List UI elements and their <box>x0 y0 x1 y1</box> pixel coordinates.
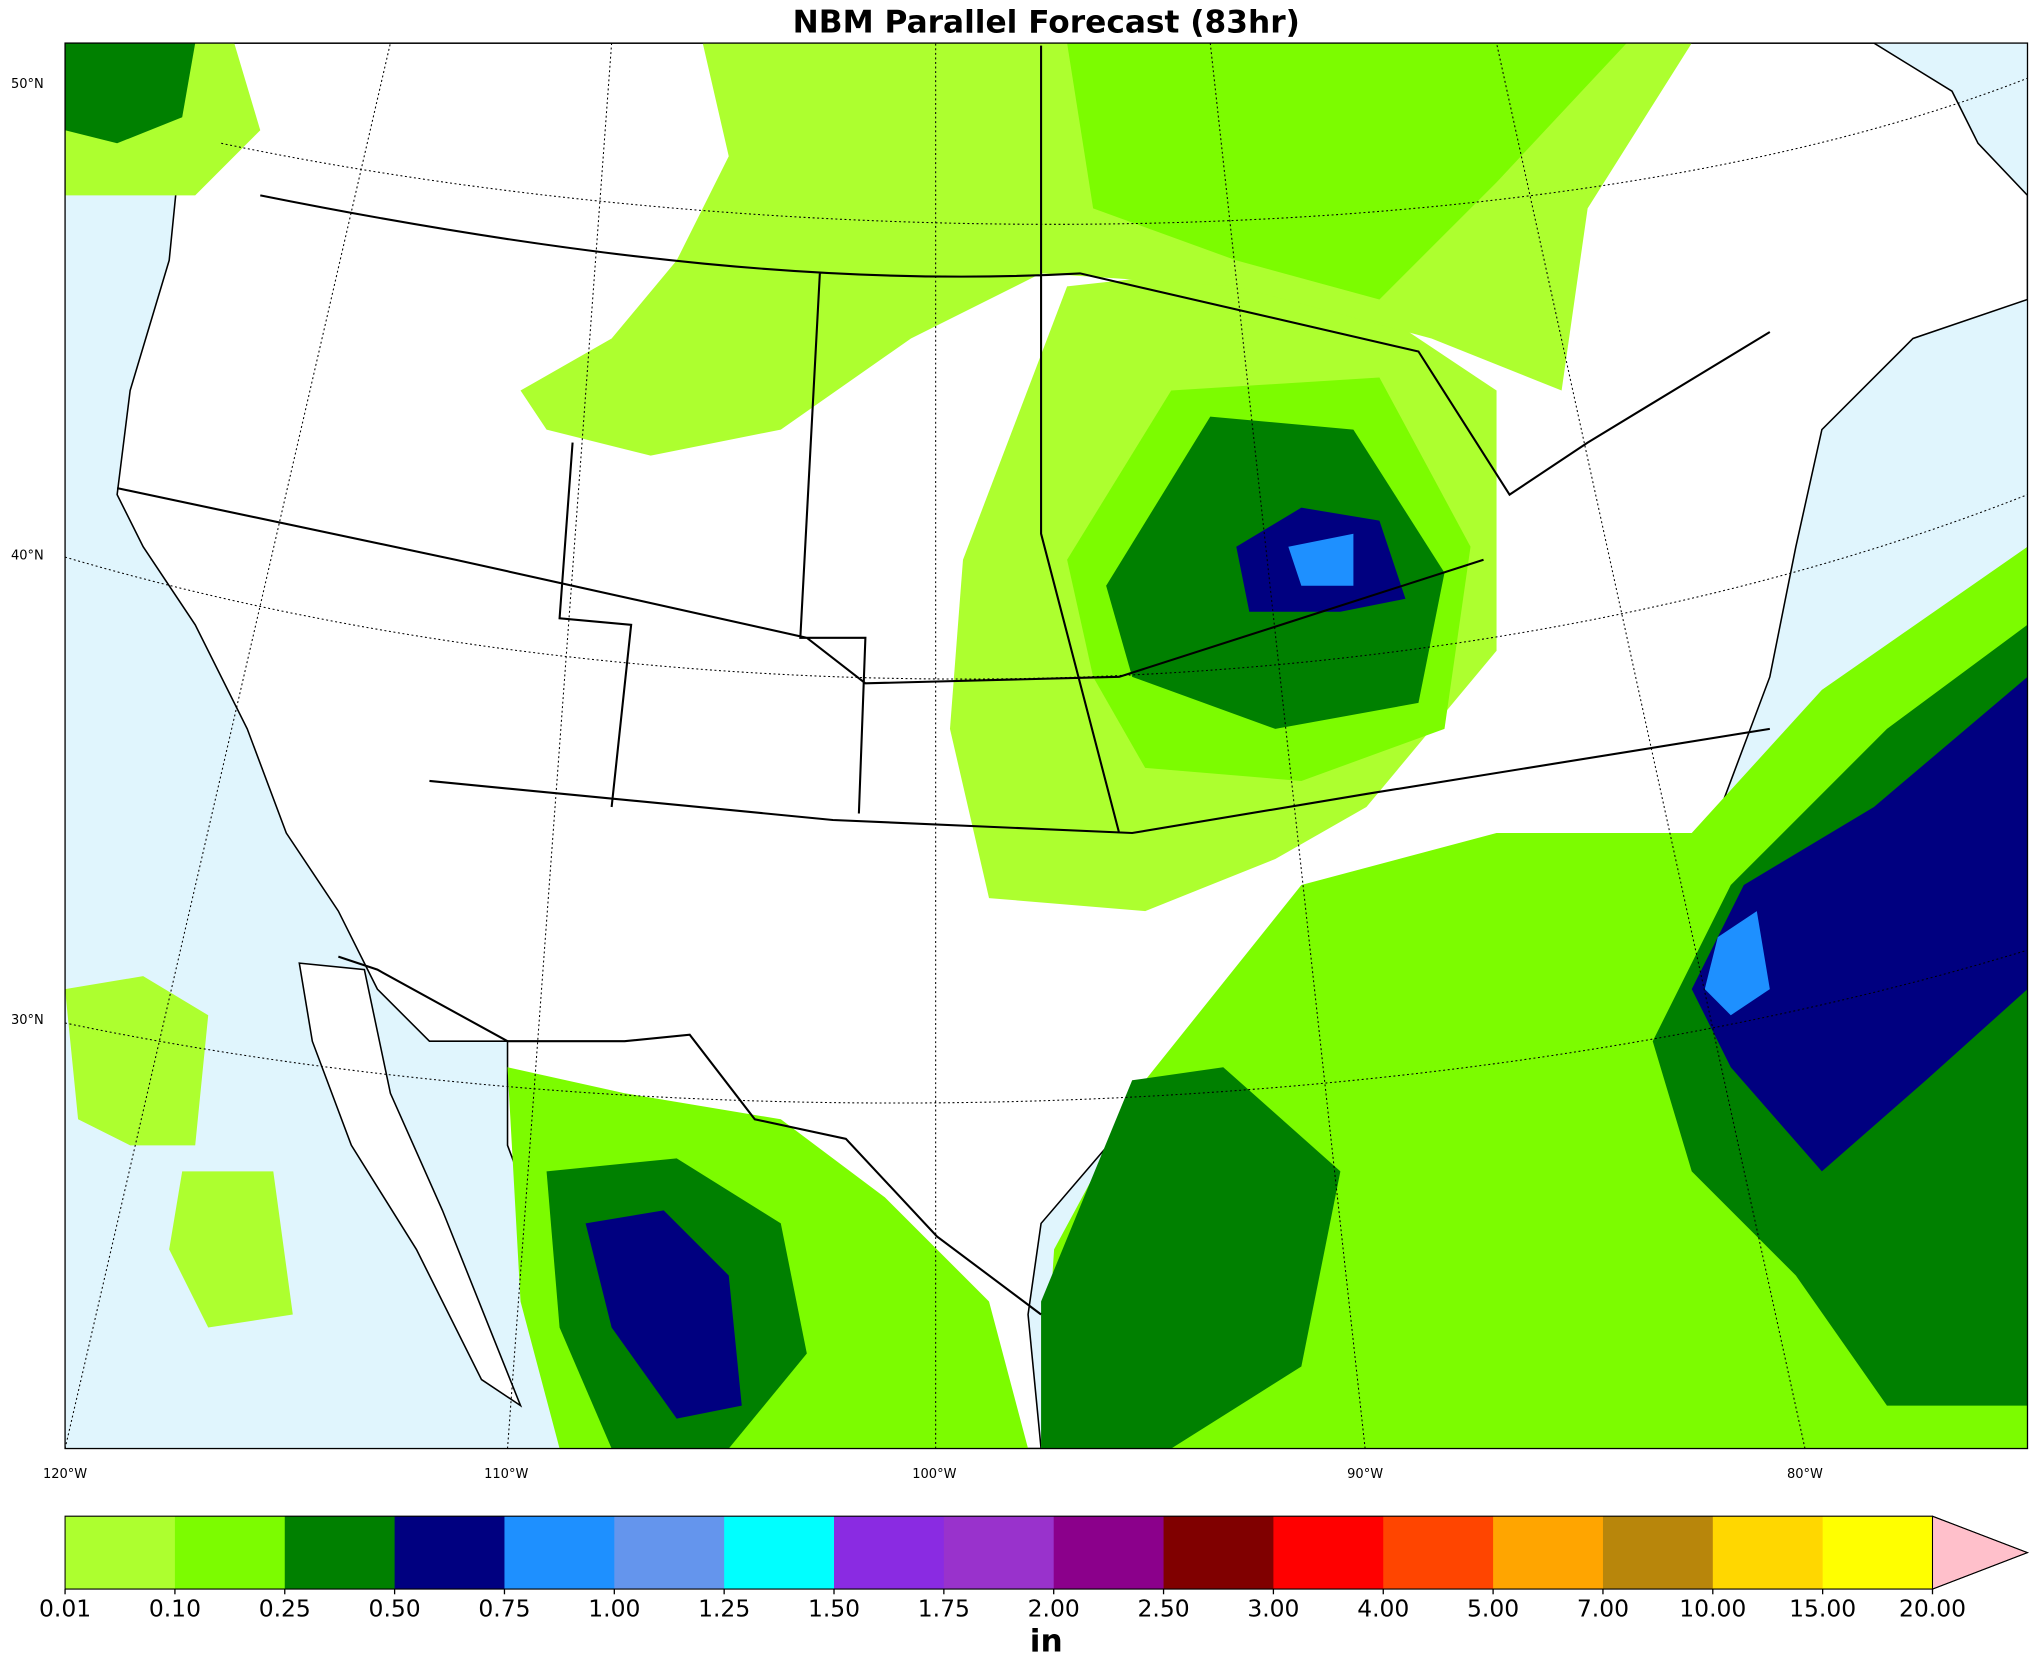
borders <box>116 45 1771 1316</box>
colorbar-tick-label: 3.00 <box>1247 1594 1299 1622</box>
colorbar-segment <box>65 1516 176 1590</box>
colorbar-tick-label: 2.50 <box>1137 1594 1189 1622</box>
colorbar-tick-label: 1.25 <box>698 1594 750 1622</box>
colorbar-tick-label: 10.00 <box>1679 1594 1746 1622</box>
colorbar-segment <box>1383 1516 1494 1590</box>
colorbar-tick-label: 0.01 <box>39 1594 91 1622</box>
lat-label: 30°N <box>11 1013 44 1028</box>
colorbar-outline <box>64 1515 2029 1590</box>
colorbar-tick-label: 0.25 <box>259 1594 311 1622</box>
colorbar-segment <box>1273 1516 1384 1590</box>
colorbar-segment <box>724 1516 835 1590</box>
precip-mexico-heavy <box>585 1210 742 1419</box>
colorbar-segment <box>284 1516 396 1590</box>
precip-midwest-max <box>1288 533 1354 586</box>
colorbar-segment <box>1712 1516 1824 1590</box>
lon-label: 80°W <box>1787 1467 1823 1482</box>
precip-atlantic-max <box>1704 911 1770 1016</box>
lat-label: 50°N <box>11 77 44 92</box>
colorbar-segment <box>614 1516 725 1590</box>
colorbar-segment <box>1163 1516 1275 1590</box>
colorbar-segment <box>1602 1516 1714 1590</box>
lon-label: 120°W <box>43 1467 87 1482</box>
colorbar-tick-label: 1.75 <box>918 1594 970 1622</box>
colorbar-segment <box>1053 1516 1165 1590</box>
lon-labels: 120°W 110°W 100°W 90°W 80°W <box>43 1467 1823 1482</box>
precip-gulf-core <box>1041 1067 1341 1449</box>
colorbar-tick-label: 5.00 <box>1467 1594 1519 1622</box>
map <box>65 43 2028 1449</box>
colorbar-segment <box>834 1516 945 1590</box>
precip-pacific <box>65 43 293 1328</box>
precip-pacific-core <box>65 43 196 144</box>
baja <box>298 962 523 1408</box>
lon-label: 100°W <box>912 1467 956 1482</box>
colorbar-tick-label: 0.50 <box>369 1594 421 1622</box>
colorbar-extend <box>1931 1515 2029 1590</box>
lon-label: 90°W <box>1347 1467 1383 1482</box>
lat-label: 40°N <box>11 548 44 563</box>
map-frame <box>64 42 2029 1450</box>
colorbar-tick-label: 0.10 <box>149 1594 201 1622</box>
colorbar-tick-label: 1.00 <box>588 1594 640 1622</box>
colorbar-tick-label: 0.75 <box>478 1594 530 1622</box>
colorbar-tick-label: 1.50 <box>808 1594 860 1622</box>
colorbar-segment <box>1822 1516 1934 1590</box>
lon-label: 110°W <box>484 1467 528 1482</box>
title: NBM Parallel Forecast (83hr) <box>793 5 1300 41</box>
colorbar-tick-label: 20.00 <box>1899 1594 1966 1622</box>
colorbar-tick-label: 2.00 <box>1028 1594 1080 1622</box>
colorbar-tick-label: 4.00 <box>1357 1594 1409 1622</box>
precip-north-mid <box>1067 43 1627 300</box>
colorbar-segment <box>394 1516 506 1590</box>
colorbar-segment <box>174 1516 286 1590</box>
colorbar-unit: in <box>1030 1623 1063 1659</box>
lat-labels: 50°N 40°N 30°N <box>11 77 44 1028</box>
colorbar: 0.01 0.10 0.25 0.50 0.75 1.00 1.25 1.50 1.75 2.00… <box>39 1515 2029 1622</box>
colorbar-tick-label: 15.00 <box>1789 1594 1856 1622</box>
colorbar-tick-label: 7.00 <box>1577 1594 1629 1622</box>
colorbar-segment <box>504 1516 615 1590</box>
colorbar-segment <box>943 1516 1055 1590</box>
colorbar-segment <box>1493 1516 1604 1590</box>
precip-atlantic-heavy <box>1691 676 2028 1172</box>
